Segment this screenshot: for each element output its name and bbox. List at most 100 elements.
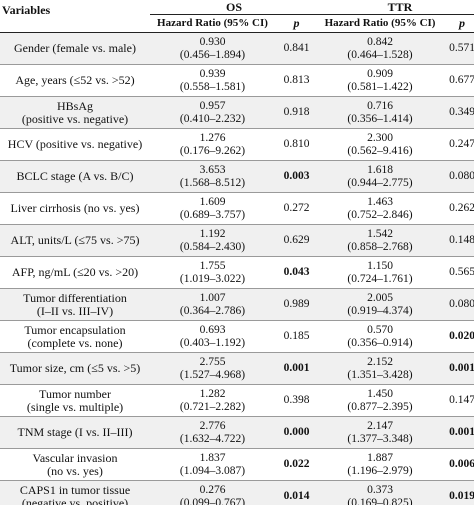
- variable-label: HCV (positive vs. negative): [7, 137, 143, 151]
- os-hr-value: 0.957: [199, 99, 226, 112]
- ttr-hr-value: 2.005: [367, 291, 393, 304]
- os-hr-value: 2.776: [199, 419, 226, 432]
- ttr-hr-value: 1.150: [367, 259, 393, 272]
- os-hr-value: 3.653: [199, 163, 226, 176]
- variable-label: Tumor encapsulation: [24, 322, 126, 337]
- variable-label: ALT, units/L (≤75 vs. >75): [10, 233, 140, 247]
- ttr-ci-value: (0.464–1.528): [347, 48, 413, 61]
- variable-cell: Tumor size, cm (≤5 vs. >5): [0, 353, 150, 385]
- table-row: Liver cirrhosis (no vs. yes) 1.609 (0.689–…: [0, 193, 474, 225]
- os-hazard-ratio-cell: 1.282 (0.721–2.282): [150, 385, 275, 417]
- ttr-p-value: 0.020: [449, 330, 474, 342]
- os-hazard-ratio-cell: 2.776 (1.632–4.722): [150, 417, 275, 449]
- variable-label: AFP, ng/mL (≤20 vs. >20): [11, 265, 139, 279]
- variable-label: (single vs. multiple): [26, 399, 124, 414]
- ttr-hazard-ratio-cell: 1.450 (0.877–2.395): [318, 385, 442, 417]
- variable-cell: Tumor encapsulation (complete vs. none): [0, 321, 150, 353]
- header-row-groups: Variables OS TTR: [0, 0, 474, 16]
- ttr-hazard-ratio-cell: 1.463 (0.752–2.846): [318, 193, 442, 225]
- variable-label: (complete vs. none): [27, 335, 123, 350]
- ttr-hr-value: 1.542: [367, 227, 393, 240]
- ttr-ci-value: (0.356–0.914): [347, 336, 413, 349]
- ttr-p-value: 0.080: [449, 170, 474, 182]
- ttr-hazard-ratio-cell: 0.909 (0.581–1.422): [318, 65, 442, 97]
- os-hr-value: 1.755: [199, 259, 226, 272]
- table-row: HCV (positive vs. negative) 1.276 (0.176–9…: [0, 129, 474, 161]
- ttr-p-value: 0.677: [449, 74, 474, 86]
- ttr-hazard-ratio-cell: 0.570 (0.356–0.914): [318, 321, 442, 353]
- os-hazard-ratio-cell: 0.693 (0.403–1.192): [150, 321, 275, 353]
- ttr-p-value: 0.262: [449, 202, 474, 214]
- ttr-p-value: 0.147: [449, 394, 474, 406]
- os-hr-value: 0.693: [199, 323, 226, 336]
- os-hazard-ratio-cell: 0.939 (0.558–1.581): [150, 65, 275, 97]
- ttr-p-value: 0.349: [449, 106, 474, 118]
- os-hr-value: 1.282: [199, 387, 226, 400]
- os-p-value: 0.185: [283, 330, 310, 342]
- os-ci-value: (0.689–3.757): [179, 208, 246, 221]
- ttr-hr-value: 0.716: [367, 99, 393, 112]
- os-hr-value: 2.755: [199, 355, 226, 368]
- ttr-hazard-ratio-cell: 2.300 (0.562–9.416): [318, 129, 442, 161]
- ttr-ci-value: (1.377–3.348): [347, 432, 413, 445]
- os-ci-value: (0.584–2.430): [179, 240, 246, 253]
- os-p-value: 0.813: [283, 74, 310, 86]
- ttr-p-value: 0.247: [449, 138, 474, 150]
- table-row: HBsAg (positive vs. negative) 0.957 (0.410–…: [0, 96, 474, 129]
- ttr-hr-header: Hazard Ratio (95% CI): [318, 14, 443, 33]
- os-hr-value: 0.930: [199, 35, 226, 48]
- os-hr-value: 1.837: [199, 451, 226, 464]
- ttr-ci-value: (0.858–2.768): [347, 240, 413, 253]
- table-row: Age, years (≤52 vs. >52) 0.939 (0.558–1.58…: [0, 65, 474, 97]
- ttr-hr-value: 2.152: [367, 355, 393, 368]
- variable-label: (positive vs. negative): [21, 111, 129, 126]
- os-hazard-ratio-cell: 1.609 (0.689–3.757): [150, 193, 275, 225]
- os-ci-value: (1.568–8.512): [179, 176, 246, 189]
- variable-cell: HBsAg (positive vs. negative): [0, 97, 150, 129]
- ttr-hr-value: 0.570: [367, 323, 393, 336]
- ttr-group-header: TTR: [318, 0, 474, 15]
- ttr-p-value: 0.001: [449, 426, 474, 438]
- variable-label: Gender (female vs. male): [14, 41, 136, 55]
- ttr-p-value: 0.080: [449, 298, 474, 310]
- ttr-hazard-ratio-cell: 2.005 (0.919–4.374): [318, 289, 442, 321]
- variable-label: Tumor size, cm (≤5 vs. >5): [9, 361, 141, 375]
- os-hr-value: 0.276: [199, 483, 226, 496]
- os-p-value: 0.022: [283, 458, 310, 470]
- variable-label: Tumor number: [39, 386, 111, 401]
- variable-label: (I–II vs. III–IV): [36, 303, 114, 318]
- ttr-ci-value: (1.196–2.979): [347, 464, 413, 477]
- os-p-value: 0.014: [283, 490, 310, 502]
- ttr-hazard-ratio-cell: 1.542 (0.858–2.768): [318, 225, 442, 257]
- table-body: Gender (female vs. male) 0.930 (0.456–1.89…: [0, 32, 474, 505]
- os-hazard-ratio-cell: 1.007 (0.364–2.786): [150, 289, 275, 321]
- variable-label: Tumor differentiation: [23, 290, 127, 305]
- ttr-hr-value: 1.463: [367, 195, 393, 208]
- ttr-ci-value: (0.724–1.761): [347, 272, 413, 285]
- os-hr-value: 1.609: [199, 195, 226, 208]
- variable-label: BCLC stage (A vs. B/C): [16, 169, 134, 183]
- os-p-value: 0.989: [283, 298, 310, 310]
- os-hr-value: 1.007: [199, 291, 226, 304]
- variable-cell: HCV (positive vs. negative): [0, 129, 150, 161]
- ttr-hr-value: 0.909: [367, 67, 393, 80]
- variable-cell: TNM stage (I vs. II–III): [0, 417, 150, 449]
- ttr-hazard-ratio-cell: 0.716 (0.356–1.414): [318, 97, 442, 129]
- header-row-columns: Hazard Ratio (95% CI) p Hazard Ratio (95…: [0, 14, 474, 33]
- table-row: CAPS1 in tumor tissue (negative vs. posit…: [0, 480, 474, 505]
- variable-cell: Vascular invasion (no vs. yes): [0, 449, 150, 481]
- table-row: ALT, units/L (≤75 vs. >75) 1.192 (0.584–2.…: [0, 224, 474, 257]
- ttr-ci-value: (0.877–2.395): [347, 400, 413, 413]
- table-row: Tumor differentiation (I–II vs. III–IV) 1.…: [0, 288, 474, 321]
- os-ci-value: (0.558–1.581): [179, 80, 246, 93]
- ttr-hazard-ratio-cell: 0.842 (0.464–1.528): [318, 33, 442, 65]
- os-hr-value: 1.276: [199, 131, 226, 144]
- os-p-value: 0.810: [283, 138, 310, 150]
- table-row: Tumor number (single vs. multiple) 1.282 (0…: [0, 385, 474, 417]
- table-row: AFP, ng/mL (≤20 vs. >20) 1.755 (1.019–3.02…: [0, 257, 474, 289]
- os-ci-value: (0.099–0.767): [179, 496, 246, 505]
- os-ci-value: (0.721–2.282): [179, 400, 246, 413]
- ttr-p-value: 0.006: [449, 458, 474, 470]
- variable-label: CAPS1 in tumor tissue: [19, 482, 131, 497]
